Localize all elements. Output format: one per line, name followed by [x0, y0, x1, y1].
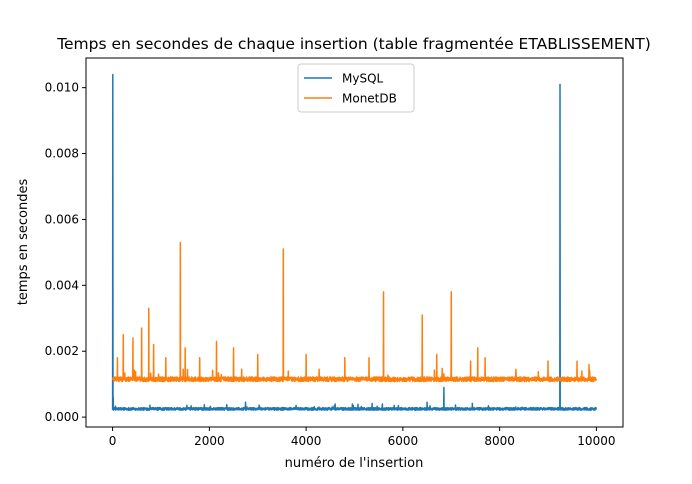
- series-line-mysql: [111, 73, 597, 411]
- plot-area: 0 2000 4000 6000 8000 10000 0.000 0.002 0.004 0.0…: [45, 57, 624, 448]
- y-tick-label: 0.004: [45, 278, 79, 292]
- y-tick-label: 0.000: [45, 410, 79, 424]
- x-tick-label: 4000: [291, 434, 322, 448]
- y-tick-label: 0.002: [45, 344, 79, 358]
- y-tick-label: 0.010: [45, 81, 79, 95]
- y-tick-label: 0.008: [45, 147, 79, 161]
- x-tick-label: 6000: [388, 434, 419, 448]
- series-line-monetdb: [111, 241, 597, 383]
- x-tick-label: 10000: [577, 434, 615, 448]
- x-axis-label: numéro de l'insertion: [285, 456, 424, 471]
- y-tick-label: 0.006: [45, 212, 79, 226]
- x-tick-label: 8000: [484, 434, 515, 448]
- legend-label-monetdb: MonetDB: [342, 92, 397, 106]
- chart-title: Temps en secondes de chaque insertion (t…: [56, 35, 651, 53]
- legend: MySQL MonetDB: [297, 63, 415, 113]
- y-axis-label: temps en secondes: [16, 179, 31, 306]
- axes-frame: [85, 57, 624, 428]
- legend-box: [297, 63, 415, 113]
- legend-label-mysql: MySQL: [342, 72, 384, 86]
- x-tick-label: 0: [109, 434, 117, 448]
- x-tick-label: 2000: [194, 434, 225, 448]
